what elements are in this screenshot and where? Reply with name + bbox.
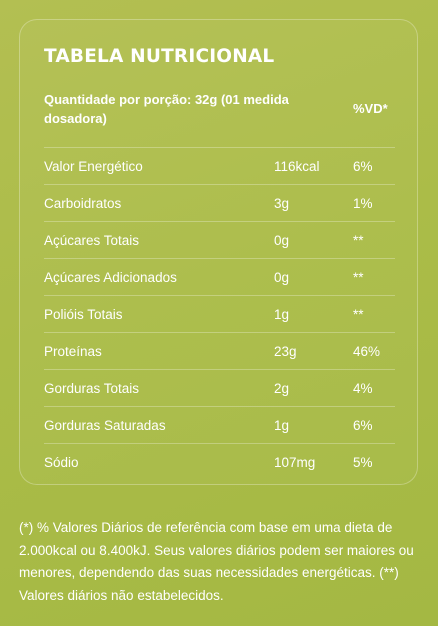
nutrient-quantity: 116kcal [274, 159, 320, 174]
nutrient-row-total-sugars: Açúcares Totais 0g ** [44, 222, 395, 259]
nutrient-quantity: 0g [274, 233, 290, 248]
nutrient-name: Gorduras Saturadas [44, 418, 166, 433]
nutrient-quantity: 0g [274, 270, 290, 285]
nutrient-name: Gorduras Totais [44, 381, 140, 396]
nutrient-row-added-sugars: Açúcares Adicionados 0g ** [44, 259, 395, 296]
daily-values-footnote: (*) % Valores Diários de referência com … [19, 520, 414, 603]
nutrient-quantity: 3g [274, 196, 290, 211]
nutrient-row-polyols: Polióis Totais 1g ** [44, 296, 395, 333]
daily-value-header: %VD* [353, 101, 388, 116]
nutrient-quantity: 1g [274, 307, 290, 322]
nutrient-daily-value: 6% [353, 159, 373, 174]
nutrient-rows: Valor Energético 116kcal 6% Carboidratos… [44, 148, 395, 481]
nutrition-table-title: TABELA NUTRICIONAL [44, 46, 275, 67]
nutrient-daily-value: 1% [353, 196, 373, 211]
nutrient-quantity: 2g [274, 381, 290, 396]
nutrient-quantity: 23g [274, 344, 297, 359]
nutrient-row-proteins: Proteínas 23g 46% [44, 333, 395, 370]
nutrient-daily-value: ** [353, 233, 364, 248]
nutrient-daily-value: 5% [353, 455, 373, 470]
nutrient-name: Valor Energético [44, 159, 143, 174]
nutrient-name: Sódio [44, 455, 79, 470]
table-header: Quantidade por porção: 32g (01 medida do… [44, 90, 395, 148]
nutrient-row-sodium: Sódio 107mg 5% [44, 444, 395, 481]
nutrient-daily-value: 6% [353, 418, 373, 433]
nutrient-row-saturated-fat: Gorduras Saturadas 1g 6% [44, 407, 395, 444]
nutrient-name: Polióis Totais [44, 307, 123, 322]
nutrient-quantity: 1g [274, 418, 290, 433]
nutrient-daily-value: 46% [353, 344, 381, 359]
nutrition-table-card: TABELA NUTRICIONAL Quantidade por porção… [19, 19, 418, 485]
nutrient-name: Proteínas [44, 344, 102, 359]
nutrient-name: Açúcares Totais [44, 233, 140, 248]
nutrient-daily-value: 4% [353, 381, 373, 396]
serving-size-header: Quantidade por porção: 32g (01 medida do… [44, 92, 289, 126]
nutrient-daily-value: ** [353, 270, 364, 285]
nutrient-row-carbohydrates: Carboidratos 3g 1% [44, 185, 395, 222]
nutrient-name: Carboidratos [44, 196, 122, 211]
nutrient-row-total-fat: Gorduras Totais 2g 4% [44, 370, 395, 407]
nutrient-name: Açúcares Adicionados [44, 270, 177, 285]
nutrient-row-energy: Valor Energético 116kcal 6% [44, 148, 395, 185]
nutrient-quantity: 107mg [274, 455, 316, 470]
nutrient-daily-value: ** [353, 307, 364, 322]
